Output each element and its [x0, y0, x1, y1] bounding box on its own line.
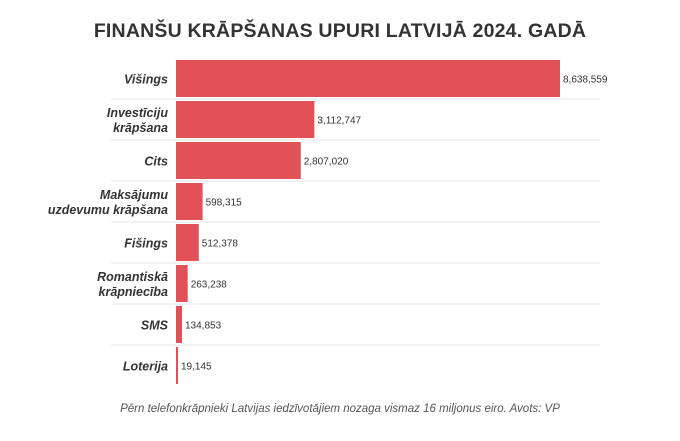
- category-labels: Višings Investīciju krāpšana Cits Maksājumu u…: [48, 73, 169, 374]
- bar: [176, 347, 178, 384]
- gridlines: [111, 98, 600, 346]
- value-label: 2,807,020: [304, 157, 349, 168]
- bar: [176, 306, 182, 343]
- value-label: 263,238: [191, 280, 228, 291]
- bar: [176, 224, 199, 261]
- value-label: 3,112,747: [317, 116, 361, 127]
- category-label: Maksājumu uzdevumu krāpšana: [48, 188, 169, 217]
- value-label: 134,853: [185, 321, 222, 332]
- category-label: SMS: [141, 319, 169, 333]
- category-label: Romantiskā krāpniecība: [97, 270, 168, 299]
- category-label: Loterija: [123, 360, 168, 374]
- bar: [176, 265, 188, 302]
- category-label: Cits: [144, 155, 168, 169]
- category-label: Investīciju krāpšana: [107, 106, 168, 135]
- value-label: 598,315: [206, 198, 243, 209]
- bar: [176, 60, 560, 97]
- value-label: 19,145: [181, 362, 212, 373]
- value-label: 512,378: [202, 239, 239, 250]
- category-label: Fišings: [124, 237, 168, 251]
- source-caption: Pērn telefonkrāpnieki Latvijas iedzīvotā…: [120, 403, 560, 415]
- chart-title: FINANŠU KRĀPŠANAS UPURI LATVIJĀ 2024. GA…: [93, 20, 587, 42]
- value-labels: 8,638,559 3,112,747 2,807,020 598,315 512,37…: [181, 75, 608, 373]
- bar: [176, 142, 301, 179]
- value-label: 8,638,559: [563, 75, 608, 86]
- bars: [176, 60, 560, 384]
- category-label: Višings: [124, 73, 168, 87]
- bar: [176, 101, 315, 138]
- bar: [176, 183, 203, 220]
